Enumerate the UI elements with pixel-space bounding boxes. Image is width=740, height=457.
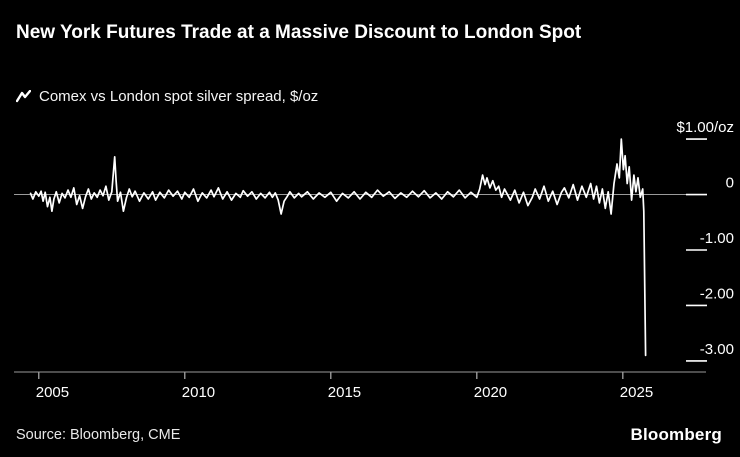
- y-tick-label: -2.00: [700, 285, 734, 302]
- page-title: New York Futures Trade at a Massive Disc…: [16, 22, 582, 43]
- line-series-icon: [16, 90, 31, 103]
- legend-label: Comex vs London spot silver spread, $/oz: [39, 88, 319, 105]
- chart-legend: Comex vs London spot silver spread, $/oz: [16, 88, 318, 105]
- spread-series-line: [29, 138, 647, 357]
- y-tick-label: -1.00: [700, 230, 734, 247]
- x-tick-label: 2010: [182, 384, 215, 401]
- x-tick-label: 2025: [620, 384, 653, 401]
- y-tick-label: $1.00/oz: [676, 119, 734, 136]
- x-tick-label: 2020: [474, 384, 507, 401]
- x-tick-label: 2005: [36, 384, 69, 401]
- x-tick-label: 2015: [328, 384, 361, 401]
- y-tick-label: -3.00: [700, 341, 734, 358]
- y-tick-label: 0: [726, 175, 734, 192]
- source-note: Source: Bloomberg, CME: [16, 427, 181, 443]
- bloomberg-logo: Bloomberg: [630, 425, 722, 444]
